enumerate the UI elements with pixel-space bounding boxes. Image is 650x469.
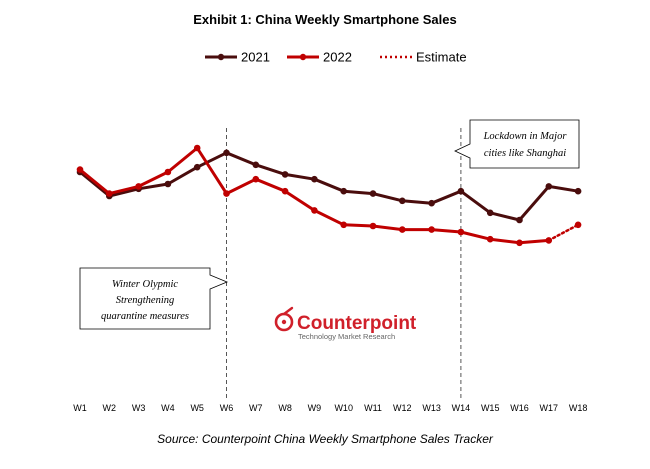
point-2021-w4 (164, 180, 172, 188)
x-tick-w7: W7 (249, 403, 263, 413)
point-2021-w5 (193, 163, 201, 171)
x-tick-w8: W8 (278, 403, 292, 413)
x-tick-w10: W10 (334, 403, 353, 413)
olympic-callout-line3: quarantine measures (101, 311, 189, 322)
point-2021-w15 (486, 209, 494, 217)
series-layer (76, 144, 582, 247)
point-2022-w7 (252, 175, 260, 183)
point-2021-w9 (311, 175, 318, 183)
x-tick-w18: W18 (569, 403, 588, 413)
x-tick-w3: W3 (132, 403, 146, 413)
x-tick-w14: W14 (452, 403, 471, 413)
legend-marker-2021 (217, 53, 225, 61)
point-2022-w1 (76, 166, 84, 173)
counterpoint-logo: Counterpoint Technology Market Research (274, 306, 417, 341)
x-tick-w5: W5 (190, 403, 204, 413)
point-2021-w10 (340, 187, 348, 195)
series-line-estimate (547, 223, 580, 242)
olympic-callout-box (79, 267, 229, 330)
point-2021-w16 (516, 216, 523, 224)
lockdown-callout-line2: cities like Shanghai (484, 148, 566, 159)
legend-label-2021: 2021 (241, 50, 270, 65)
point-2022-w13 (428, 226, 435, 233)
point-2021-w13 (428, 199, 435, 207)
x-tick-w15: W15 (481, 403, 500, 413)
x-axis-ticks: W1 W2 W3 W4 W5 W6 W7 W8 W9 W10 W11 W12 W13 W14 W15 W16 W… (73, 403, 587, 413)
point-2022-w3 (135, 183, 142, 190)
point-2022-w16 (516, 239, 523, 247)
point-2021-w14 (457, 187, 465, 195)
legend: 2021 2022 Estimate (205, 50, 467, 65)
lockdown-callout: Lockdown in Major cities like Shanghai (454, 119, 580, 169)
logo-tagline: Technology Market Research (298, 332, 395, 341)
legend-label-2022: 2022 (323, 50, 352, 65)
point-2022-w15 (486, 235, 494, 243)
x-tick-w9: W9 (308, 403, 322, 413)
olympic-callout: Winter Olypmic Strengthening quarantine … (79, 267, 229, 330)
point-2022-w6 (223, 190, 230, 197)
x-tick-w13: W13 (422, 403, 441, 413)
point-2022-w14 (457, 228, 465, 236)
x-tick-w2: W2 (103, 403, 117, 413)
x-tick-w11: W11 (364, 403, 382, 413)
counterpoint-logo-icon (274, 306, 294, 332)
olympic-callout-line1: Winter Olypmic (112, 279, 179, 290)
point-2021-w6 (223, 149, 230, 157)
point-2022-w12 (399, 226, 406, 233)
legend-marker-2022 (299, 53, 307, 61)
point-2021-w8 (281, 171, 289, 178)
x-tick-w12: W12 (393, 403, 412, 413)
legend-label-estimate: Estimate (416, 50, 467, 65)
olympic-callout-line2: Strengthening (116, 295, 175, 306)
point-2021-w18 (574, 187, 582, 195)
x-tick-w17: W17 (540, 403, 559, 413)
lockdown-callout-box (454, 119, 580, 169)
point-2021-w11 (369, 190, 377, 197)
point-2021-w7 (252, 161, 260, 169)
point-2022-w10 (340, 221, 348, 229)
chart-title: Exhibit 1: China Weekly Smartphone Sales (193, 12, 456, 27)
point-2022-w11 (369, 222, 377, 230)
point-2022-w4 (164, 168, 172, 176)
x-tick-w4: W4 (161, 403, 175, 413)
point-2022-w8 (281, 187, 289, 195)
point-2022-w9 (311, 207, 318, 214)
lockdown-callout-line1: Lockdown in Major (483, 131, 568, 142)
source-note: Source: Counterpoint China Weekly Smartp… (157, 432, 494, 446)
reference-lines (226, 128, 462, 398)
point-2021-w12 (399, 197, 406, 205)
point-2022-w2 (106, 190, 113, 197)
x-tick-w6: W6 (220, 403, 234, 413)
logo-wordmark: Counterpoint (297, 313, 417, 334)
series-line-2021 (78, 151, 580, 222)
x-tick-w16: W16 (510, 403, 529, 413)
x-tick-w1: W1 (73, 403, 87, 413)
point-2021-w17 (545, 183, 553, 190)
point-2022-w5 (193, 144, 201, 152)
point-estimate-w18 (574, 221, 582, 229)
